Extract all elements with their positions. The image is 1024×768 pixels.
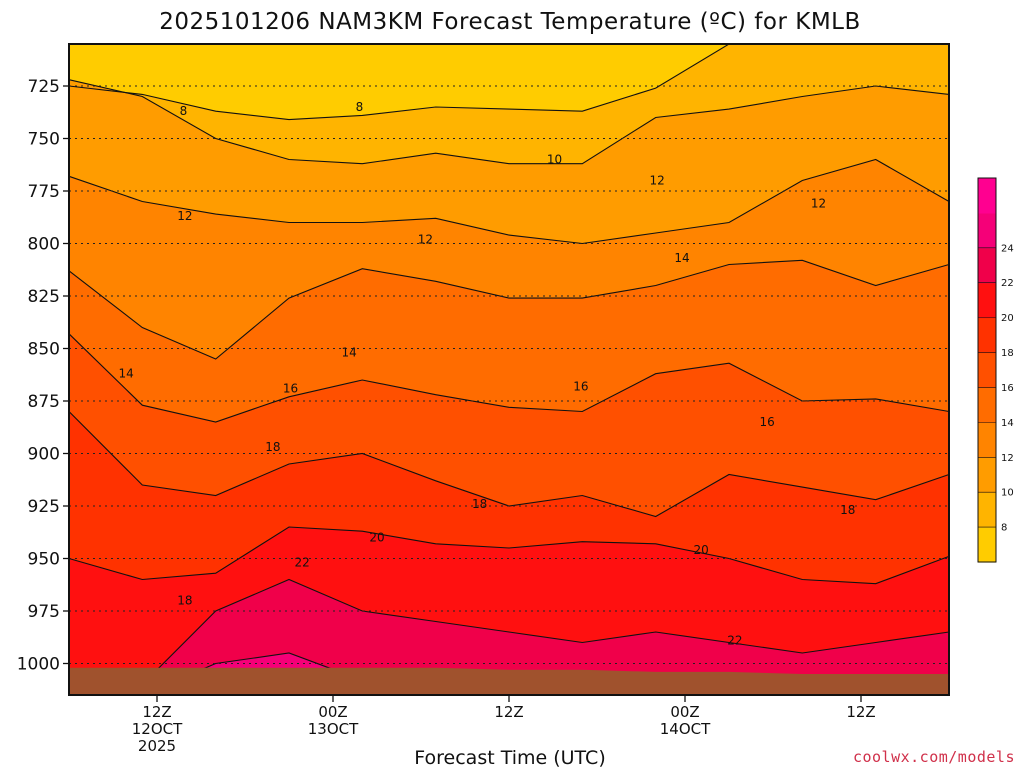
plot-area <box>68 43 950 696</box>
contour-label-20: 20 <box>693 543 708 557</box>
contour-label-18: 18 <box>840 503 855 517</box>
terrain-fill <box>69 667 949 695</box>
colorbar-swatch-12 <box>978 422 996 458</box>
y-tick-label-1000: 1000 <box>17 655 60 675</box>
contour-label-12: 12 <box>649 174 664 188</box>
contour-line-14 <box>68 259 950 360</box>
y-tick-label-975: 975 <box>28 602 60 622</box>
contour-labels: 8 8 10 12 12 12 12 14 14 14 16 16 16 18 18 18 18 20 20 22 22 <box>119 100 856 647</box>
colorbar-swatch-6 <box>978 527 996 563</box>
y-tick-label-750: 750 <box>28 130 60 150</box>
axes: 725 750 775 800 825 850 875 900 925 950 975 1000 12Z… <box>17 43 950 755</box>
contour-label-8: 8 <box>356 100 364 114</box>
y-tick-label-925: 925 <box>28 497 60 517</box>
colorbar-swatch-24 <box>978 212 996 249</box>
colorbar-swatch-22 <box>978 247 996 284</box>
colorbar-label-16: 16 <box>1001 383 1014 394</box>
colorbar-label-24: 24 <box>1001 243 1014 254</box>
y-tick-label-950: 950 <box>28 550 60 570</box>
y-tick-label-800: 800 <box>28 235 60 255</box>
contour-label-22: 22 <box>727 633 742 647</box>
contour-label-14: 14 <box>119 367 134 381</box>
contour-line-10 <box>68 79 950 165</box>
contour-label-12: 12 <box>177 209 192 223</box>
x-tick-label-3-0: 00Z <box>670 703 699 721</box>
contour-label-16: 16 <box>759 415 774 429</box>
colorbar-swatch-10 <box>978 457 996 493</box>
colorbar-swatch-14 <box>978 387 996 423</box>
y-tick-label-850: 850 <box>28 340 60 360</box>
y-tick-label-725: 725 <box>28 77 60 97</box>
y-tick-label-825: 825 <box>28 287 60 307</box>
contour-label-10: 10 <box>547 153 562 167</box>
colorbar-frame <box>977 177 997 563</box>
x-tick-label-3-1: 14OCT <box>660 720 711 738</box>
contour-label-18: 18 <box>265 440 280 454</box>
y-tick-label-775: 775 <box>28 182 60 202</box>
x-tick-label-0-0: 12Z <box>142 703 171 721</box>
contour-label-22: 22 <box>295 556 310 570</box>
gridlines <box>69 85 949 664</box>
colorbar-swatch-26 <box>978 178 996 214</box>
colorbar-label-22: 22 <box>1001 278 1014 289</box>
colorbar: 8 10 12 14 16 18 20 22 24 <box>977 177 1014 563</box>
x-tick-label-4-0: 12Z <box>846 703 875 721</box>
chart-title: 2025101206 NAM3KM Forecast Temperature (… <box>159 9 861 35</box>
contour-label-12: 12 <box>811 197 826 211</box>
contour-label-16: 16 <box>573 379 588 393</box>
contour-label-18: 18 <box>177 594 192 608</box>
plot-frame <box>68 43 950 696</box>
contour-line-22 <box>68 578 950 696</box>
colorbar-swatch-18 <box>978 317 996 354</box>
x-axis-label: Forecast Time (UTC) <box>414 747 605 768</box>
contour-label-18: 18 <box>472 497 487 511</box>
x-tick-label-1-1: 13OCT <box>308 720 359 738</box>
watermark: coolwx.com/models <box>853 748 1015 766</box>
x-tick-label-2-0: 12Z <box>494 703 523 721</box>
contour-label-16: 16 <box>283 381 298 395</box>
contour-label-12: 12 <box>418 232 433 246</box>
colorbar-label-20: 20 <box>1001 313 1014 324</box>
colorbar-label-18: 18 <box>1001 348 1014 359</box>
colorbar-label-8: 8 <box>1001 523 1007 534</box>
colorbar-label-10: 10 <box>1001 488 1014 499</box>
x-tick-label-0-1: 12OCT <box>132 720 183 738</box>
colorbar-label-12: 12 <box>1001 453 1014 464</box>
contour-line-18 <box>68 411 950 518</box>
colorbar-swatch-8 <box>978 492 996 528</box>
colorbar-label-14: 14 <box>1001 418 1014 429</box>
contour-line-12 <box>68 158 950 245</box>
colorbar-swatch-20 <box>978 282 996 319</box>
contour-label-20: 20 <box>369 531 384 545</box>
x-tick-label-0-2: 2025 <box>138 737 176 755</box>
contour-label-14: 14 <box>341 346 356 360</box>
colorbar-swatch-16 <box>978 352 996 388</box>
contour-label-8: 8 <box>180 104 188 118</box>
y-tick-label-875: 875 <box>28 392 60 412</box>
contour-line-20 <box>68 526 950 585</box>
contour-label-14: 14 <box>674 251 689 265</box>
y-tick-label-900: 900 <box>28 445 60 465</box>
x-tick-label-1-0: 00Z <box>318 703 347 721</box>
